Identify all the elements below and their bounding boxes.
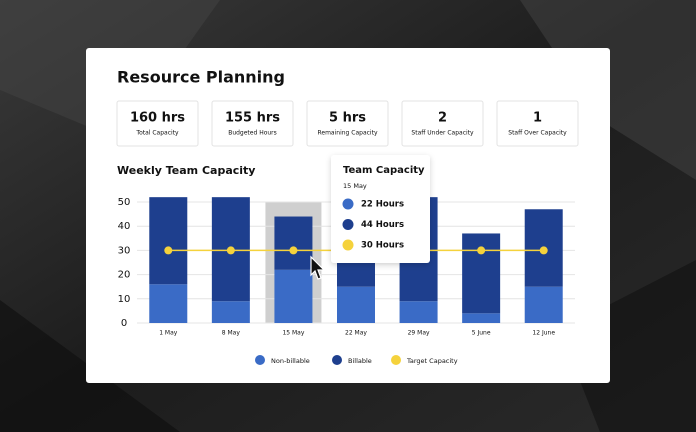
kpi-label: Budgeted Hours: [228, 130, 277, 137]
target-point: [164, 246, 173, 255]
y-tick-label: 50: [118, 197, 131, 208]
kpi-row: 160 hrs Total Capacity 155 hrs Budgeted Hou…: [116, 100, 579, 147]
kpi-value: 5 hrs: [329, 111, 366, 126]
kpi-label: Staff Over Capacity: [508, 130, 567, 137]
legend-label: Billable: [348, 357, 372, 365]
legend: Non-billable Billable Target Capacity: [255, 355, 458, 365]
kpi-label: Total Capacity: [135, 130, 179, 137]
kpi-label: Staff Under Capacity: [411, 130, 474, 137]
kpi-value: 160 hrs: [130, 111, 185, 126]
legend-swatch: [332, 355, 342, 365]
tooltip-title: Team Capacity: [343, 165, 425, 176]
kpi-card: [401, 100, 484, 147]
cursor: [310, 255, 326, 280]
tooltip-swatch: [342, 198, 354, 210]
bg-shape: [560, 260, 696, 432]
target-point: [226, 246, 235, 255]
bar-segment: [399, 301, 438, 323]
target-point: [539, 246, 548, 255]
tooltip-swatch: [342, 239, 354, 251]
x-tick-label: 1 May: [159, 330, 178, 337]
legend-label: Non-billable: [271, 357, 310, 365]
tooltip-item: 22 Hours: [361, 200, 404, 210]
kpi-value: 1: [533, 111, 542, 126]
tooltip-date: 15 May: [343, 182, 367, 190]
legend-label: Target Capacity: [406, 357, 458, 365]
chart: 0 10 20 30 40 50 1 May 8 May 15 May 22 May 29 May 5…: [118, 197, 575, 337]
bar-segment: [462, 233, 501, 314]
kpi-card: [496, 100, 579, 147]
bar-segment: [149, 197, 188, 285]
tooltip: Team Capacity 15 May 22 Hours 44 Hours 30 Ho…: [331, 155, 430, 263]
tooltip-swatch: [342, 219, 354, 230]
kpi-label: Remaining Capacity: [318, 130, 378, 137]
y-tick-label: 40: [118, 221, 131, 232]
kpi-card: [306, 100, 389, 147]
y-tick-label: 30: [118, 245, 131, 256]
bar-segment: [211, 301, 250, 323]
target-point: [289, 246, 298, 255]
page-title: Resource Planning: [117, 68, 285, 87]
bar-segment: [274, 269, 313, 323]
bar-segment: [149, 284, 188, 323]
y-tick-label: 20: [118, 270, 131, 281]
x-tick-label: 8 May: [222, 330, 241, 337]
bar-segment: [274, 216, 313, 270]
y-tick-label: 10: [118, 294, 131, 305]
tooltip-box: [331, 155, 430, 263]
x-tick-label: 12 June: [532, 330, 555, 337]
kpi-card: [116, 100, 199, 147]
kpi-value: 155 hrs: [225, 111, 280, 126]
x-tick-label: 5 June: [472, 330, 491, 337]
x-tick-label: 15 May: [282, 330, 304, 337]
legend-swatch: [255, 355, 265, 365]
x-tick-label: 29 May: [408, 330, 430, 337]
tooltip-item: 30 Hours: [361, 241, 404, 251]
legend-swatch: [391, 355, 401, 365]
target-point: [477, 246, 486, 255]
x-tick-label: 22 May: [345, 330, 367, 337]
bar-segment: [337, 286, 375, 323]
bar-segment: [462, 313, 501, 323]
bar-segment: [524, 286, 563, 323]
kpi-card: [211, 100, 294, 147]
chart-title: Weekly Team Capacity: [117, 164, 255, 177]
y-tick-label: 0: [121, 318, 127, 329]
tooltip-item: 44 Hours: [361, 220, 404, 230]
kpi-value: 2: [438, 111, 447, 126]
